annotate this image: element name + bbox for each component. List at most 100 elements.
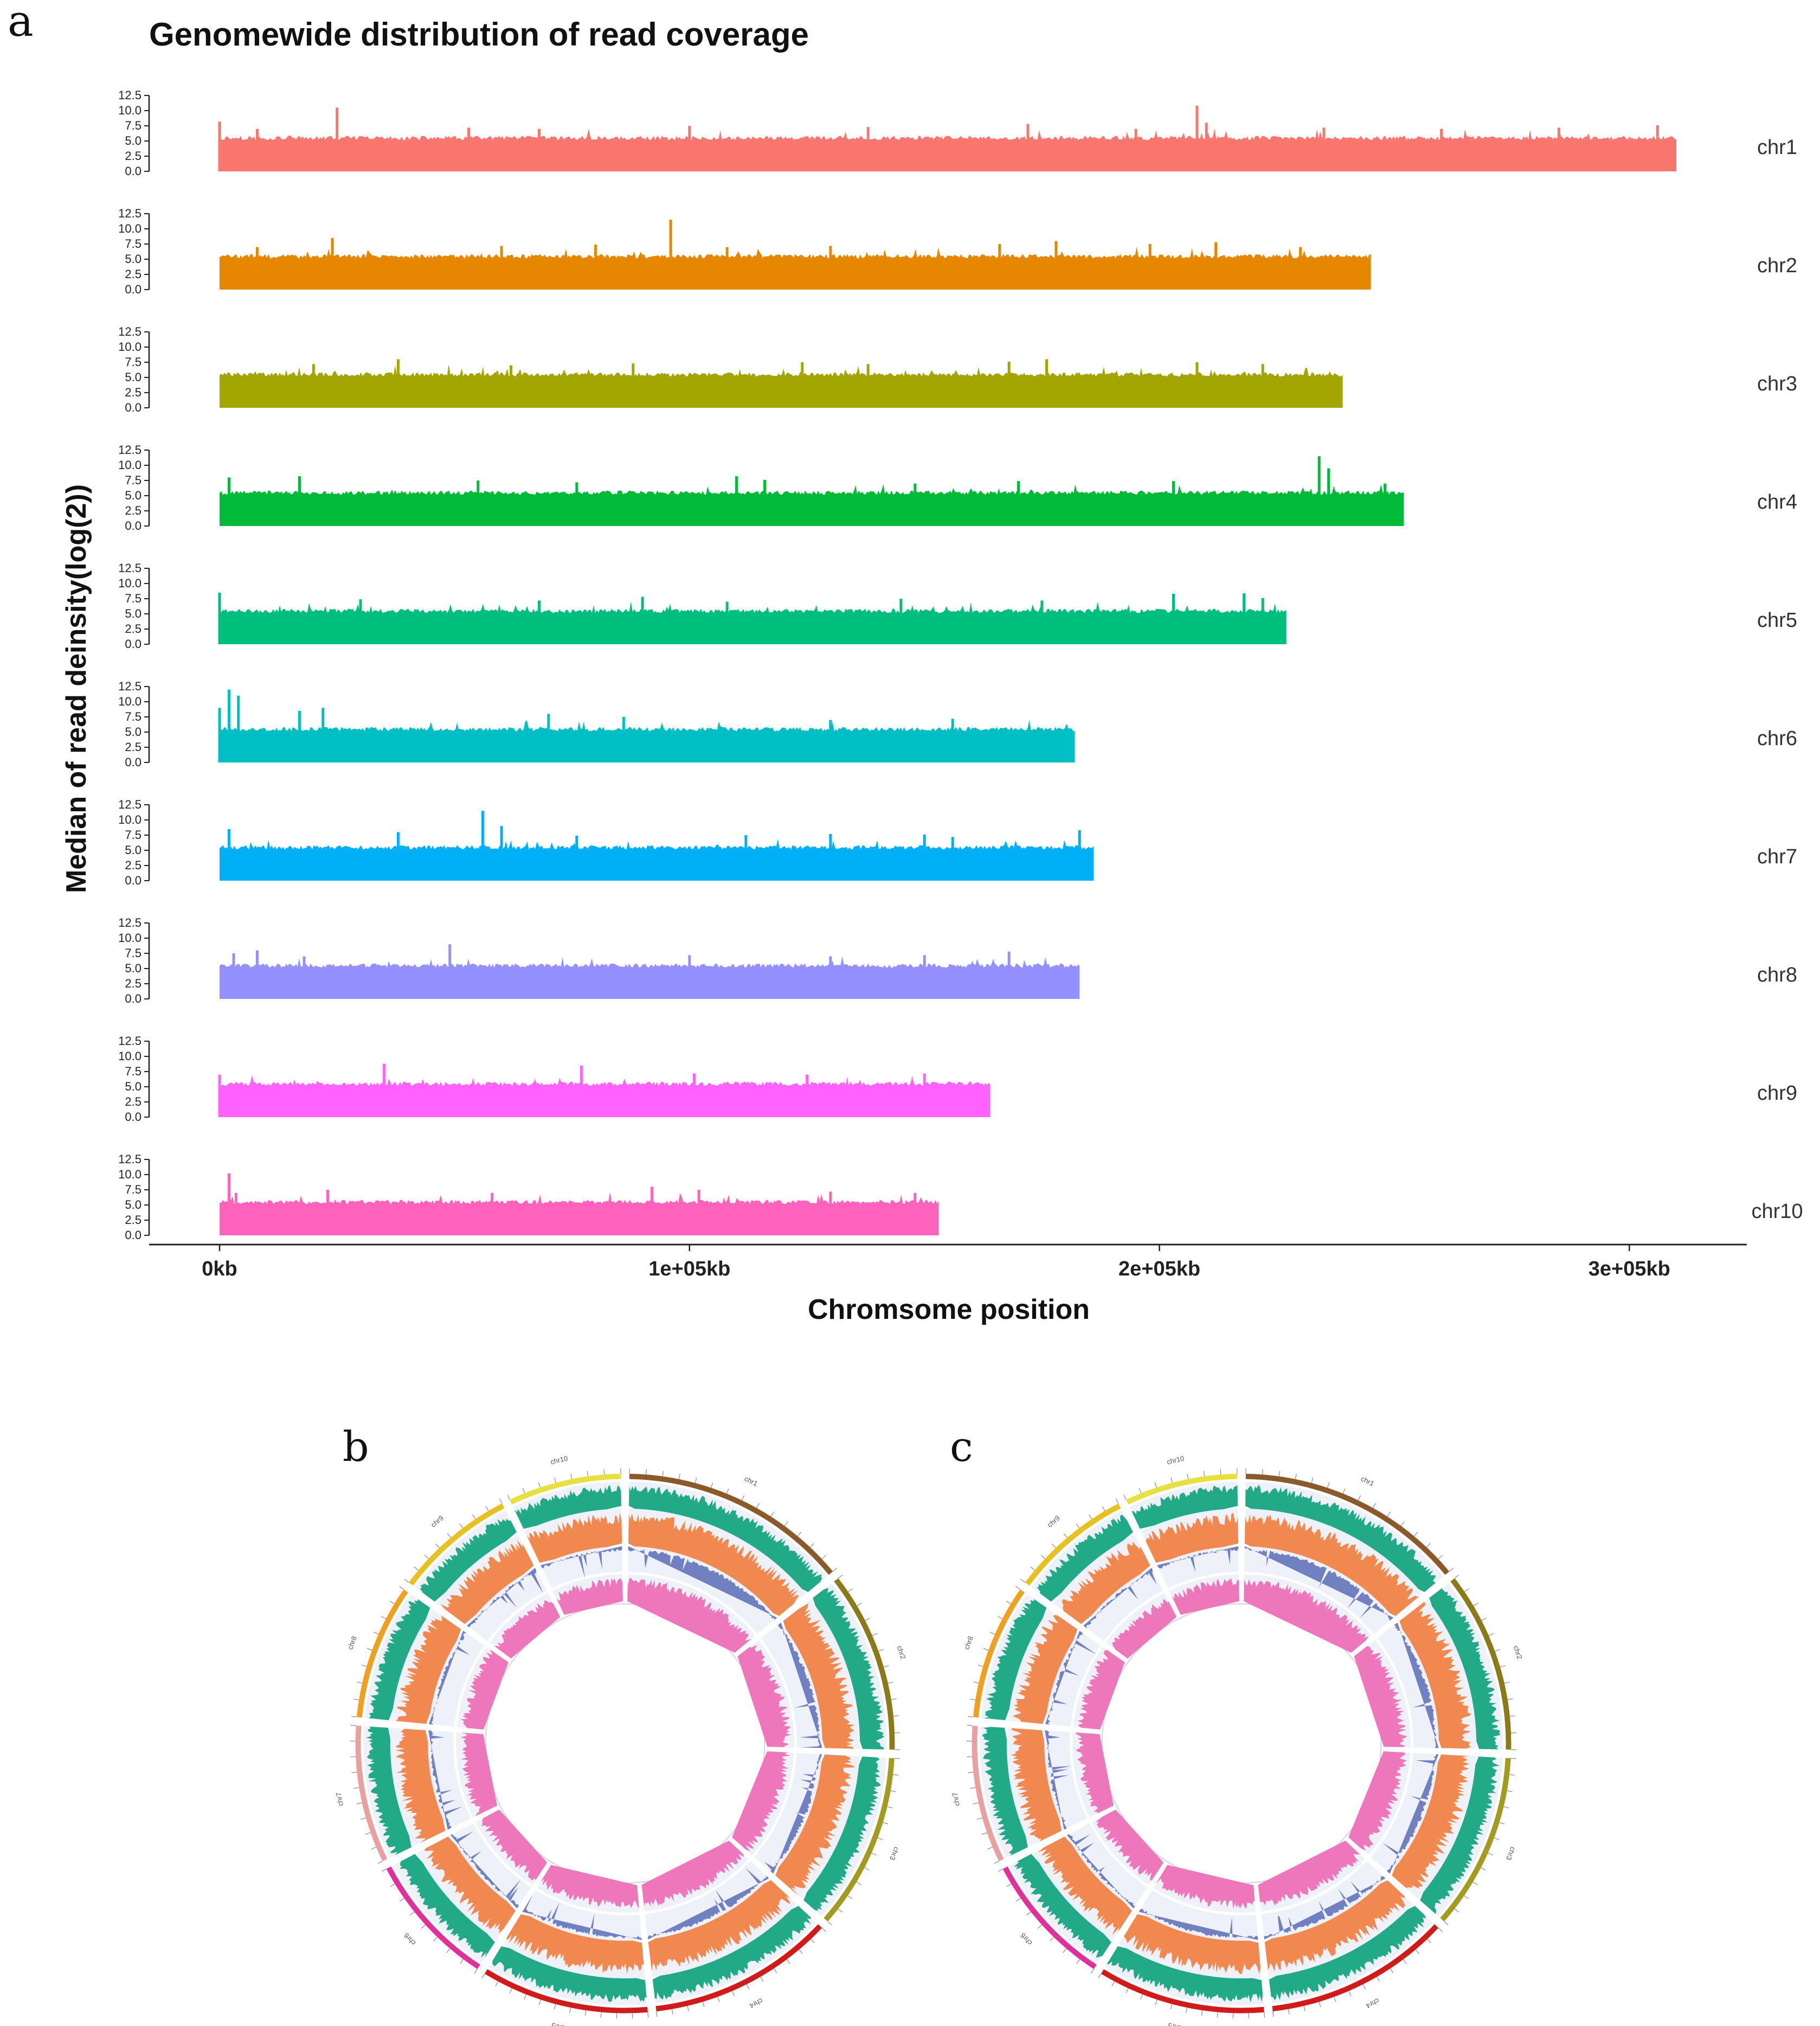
- track-coverage-chr4: [652, 1906, 812, 2000]
- spike-chr1-2: [336, 107, 339, 171]
- track-coverage-chr2: [813, 1588, 884, 1749]
- track-bg-methylation: [1083, 1568, 1163, 1641]
- ideogram-tick: [1454, 1574, 1459, 1579]
- y-tick-label: 10.0: [118, 813, 142, 826]
- spike-chr9-2: [580, 1065, 583, 1117]
- facet-label-chr7: chr7: [1757, 845, 1797, 868]
- ideogram-tick: [732, 1991, 735, 1996]
- ideogram-tick: [570, 1473, 573, 1479]
- ideogram-tick: [1015, 1586, 1020, 1590]
- spike-chr4-10: [1327, 468, 1330, 526]
- y-axis-label: Median of read deinsity(log(2)): [61, 484, 92, 893]
- segment-label-chr7: chr7: [951, 1792, 962, 1807]
- ideogram-tick: [717, 1997, 720, 2002]
- y-tick-label: 10.0: [118, 340, 142, 354]
- ideogram-tick: [687, 2005, 689, 2011]
- ideogram-tick: [351, 1772, 357, 1773]
- y-tick-label: 12.5: [118, 679, 142, 693]
- track-bg-methylation: [1139, 1890, 1258, 1941]
- spike-chr7-6: [829, 834, 832, 881]
- x-tick-label: 0kb: [202, 1258, 237, 1280]
- ideogram-tick: [538, 1999, 541, 2005]
- spike-chr1-6: [866, 127, 870, 171]
- ideogram-tick: [414, 1566, 419, 1571]
- spike-chr7-2: [481, 811, 484, 881]
- ideogram-tick: [710, 1482, 713, 1488]
- spike-chr7-7: [923, 834, 926, 881]
- ideogram-tick: [1139, 1488, 1142, 1493]
- ideogram-tick: [1006, 1600, 1011, 1605]
- y-tick-label: 7.5: [125, 1065, 142, 1078]
- spike-chr10-7: [914, 1192, 917, 1235]
- track-methylation-chr10: [1157, 1546, 1239, 1572]
- segment-label-chr5: chr5: [551, 2021, 566, 2026]
- track-density-chr4: [1258, 1841, 1360, 1906]
- spike-chr8-1: [255, 950, 259, 999]
- facet-label-chr4: chr4: [1757, 491, 1797, 514]
- spike-chr10-1: [234, 1192, 237, 1235]
- spike-chr5-1: [359, 599, 362, 644]
- spike-chr1-3: [467, 127, 470, 171]
- spike-chr1-13: [1557, 127, 1560, 171]
- track-density-chr4: [641, 1841, 744, 1907]
- spike-chr3-3: [632, 363, 635, 408]
- track-density-chr6: [481, 1810, 548, 1881]
- y-tick-label: 7.5: [125, 710, 142, 723]
- ideogram-tick: [1449, 1568, 1454, 1572]
- ideogram-tick: [1126, 1988, 1129, 1993]
- ideogram-tick: [646, 1469, 647, 1475]
- track-density-chr8: [1077, 1650, 1125, 1730]
- facet-label-chr5: chr5: [1757, 609, 1797, 632]
- ideogram-tick: [977, 1664, 983, 1667]
- y-tick-label: 5.0: [125, 1080, 142, 1093]
- ideogram-tick: [381, 1615, 387, 1619]
- spike-chr4-7: [1017, 481, 1020, 526]
- ideogram-tick: [1154, 1482, 1157, 1488]
- coverage-area-chr3: [220, 364, 1343, 408]
- track-gc-chr4: [1264, 1880, 1405, 1972]
- ideogram-tick: [726, 1488, 729, 1494]
- ideogram-tick: [1090, 1969, 1094, 1974]
- track-bg-methylation: [761, 1623, 822, 1748]
- ideogram-tick: [1303, 2005, 1305, 2011]
- ideogram-tick: [1186, 2008, 1188, 2014]
- ideogram-tick: [1362, 1984, 1366, 1990]
- spike-chr8-5: [829, 956, 832, 999]
- ideogram-tick: [1415, 1949, 1419, 1954]
- track-density-chr9: [494, 1600, 561, 1659]
- track-bg-methylation: [467, 1568, 547, 1641]
- ideogram-tick: [847, 1895, 853, 1899]
- spike-chr10-0: [227, 1173, 230, 1235]
- spike-chr4-6: [914, 483, 917, 526]
- ideogram-tick: [893, 1774, 899, 1776]
- ideogram-tick: [821, 1555, 826, 1560]
- y-tick-label: 10.0: [118, 104, 142, 117]
- ideogram-tick: [474, 1969, 478, 1974]
- facet-label-chr6: chr6: [1757, 727, 1797, 750]
- ideogram-tick: [1264, 2012, 1265, 2018]
- y-tick-label: 0.0: [125, 519, 142, 533]
- ideogram-tick: [538, 1482, 541, 1488]
- track-gc-chr10: [1146, 1512, 1239, 1563]
- ideogram-tick: [967, 1756, 973, 1758]
- series-chr4: 0.0 2.5 5.0 7.510.012.5 chr4: [118, 443, 1797, 533]
- spike-chr4-8: [1172, 481, 1175, 526]
- ideogram-tick: [1387, 1511, 1391, 1517]
- chart-title: Genomewide distribution of read coverage: [149, 16, 809, 53]
- ideogram-tick: [786, 1959, 790, 1964]
- track-coverage-chr8: [983, 1599, 1047, 1721]
- track-density-chr3: [1348, 1751, 1407, 1851]
- ideogram-tick: [967, 1724, 973, 1726]
- ideogram-tick: [1438, 1927, 1443, 1932]
- ideogram-tick: [1102, 1506, 1105, 1511]
- ideogram-chr9: [1025, 1503, 1121, 1586]
- y-tick-label: 2.5: [125, 1213, 142, 1227]
- track-gc-chr3: [1392, 1754, 1470, 1889]
- ideogram-tick: [1170, 2004, 1173, 2010]
- ideogram-tick: [1052, 1543, 1056, 1548]
- y-tick-label: 10.0: [118, 576, 142, 590]
- track-coverage-chr10: [1131, 1485, 1238, 1529]
- ideogram-tick: [1348, 1991, 1352, 1996]
- segment-label-chr1: chr1: [1360, 1474, 1375, 1488]
